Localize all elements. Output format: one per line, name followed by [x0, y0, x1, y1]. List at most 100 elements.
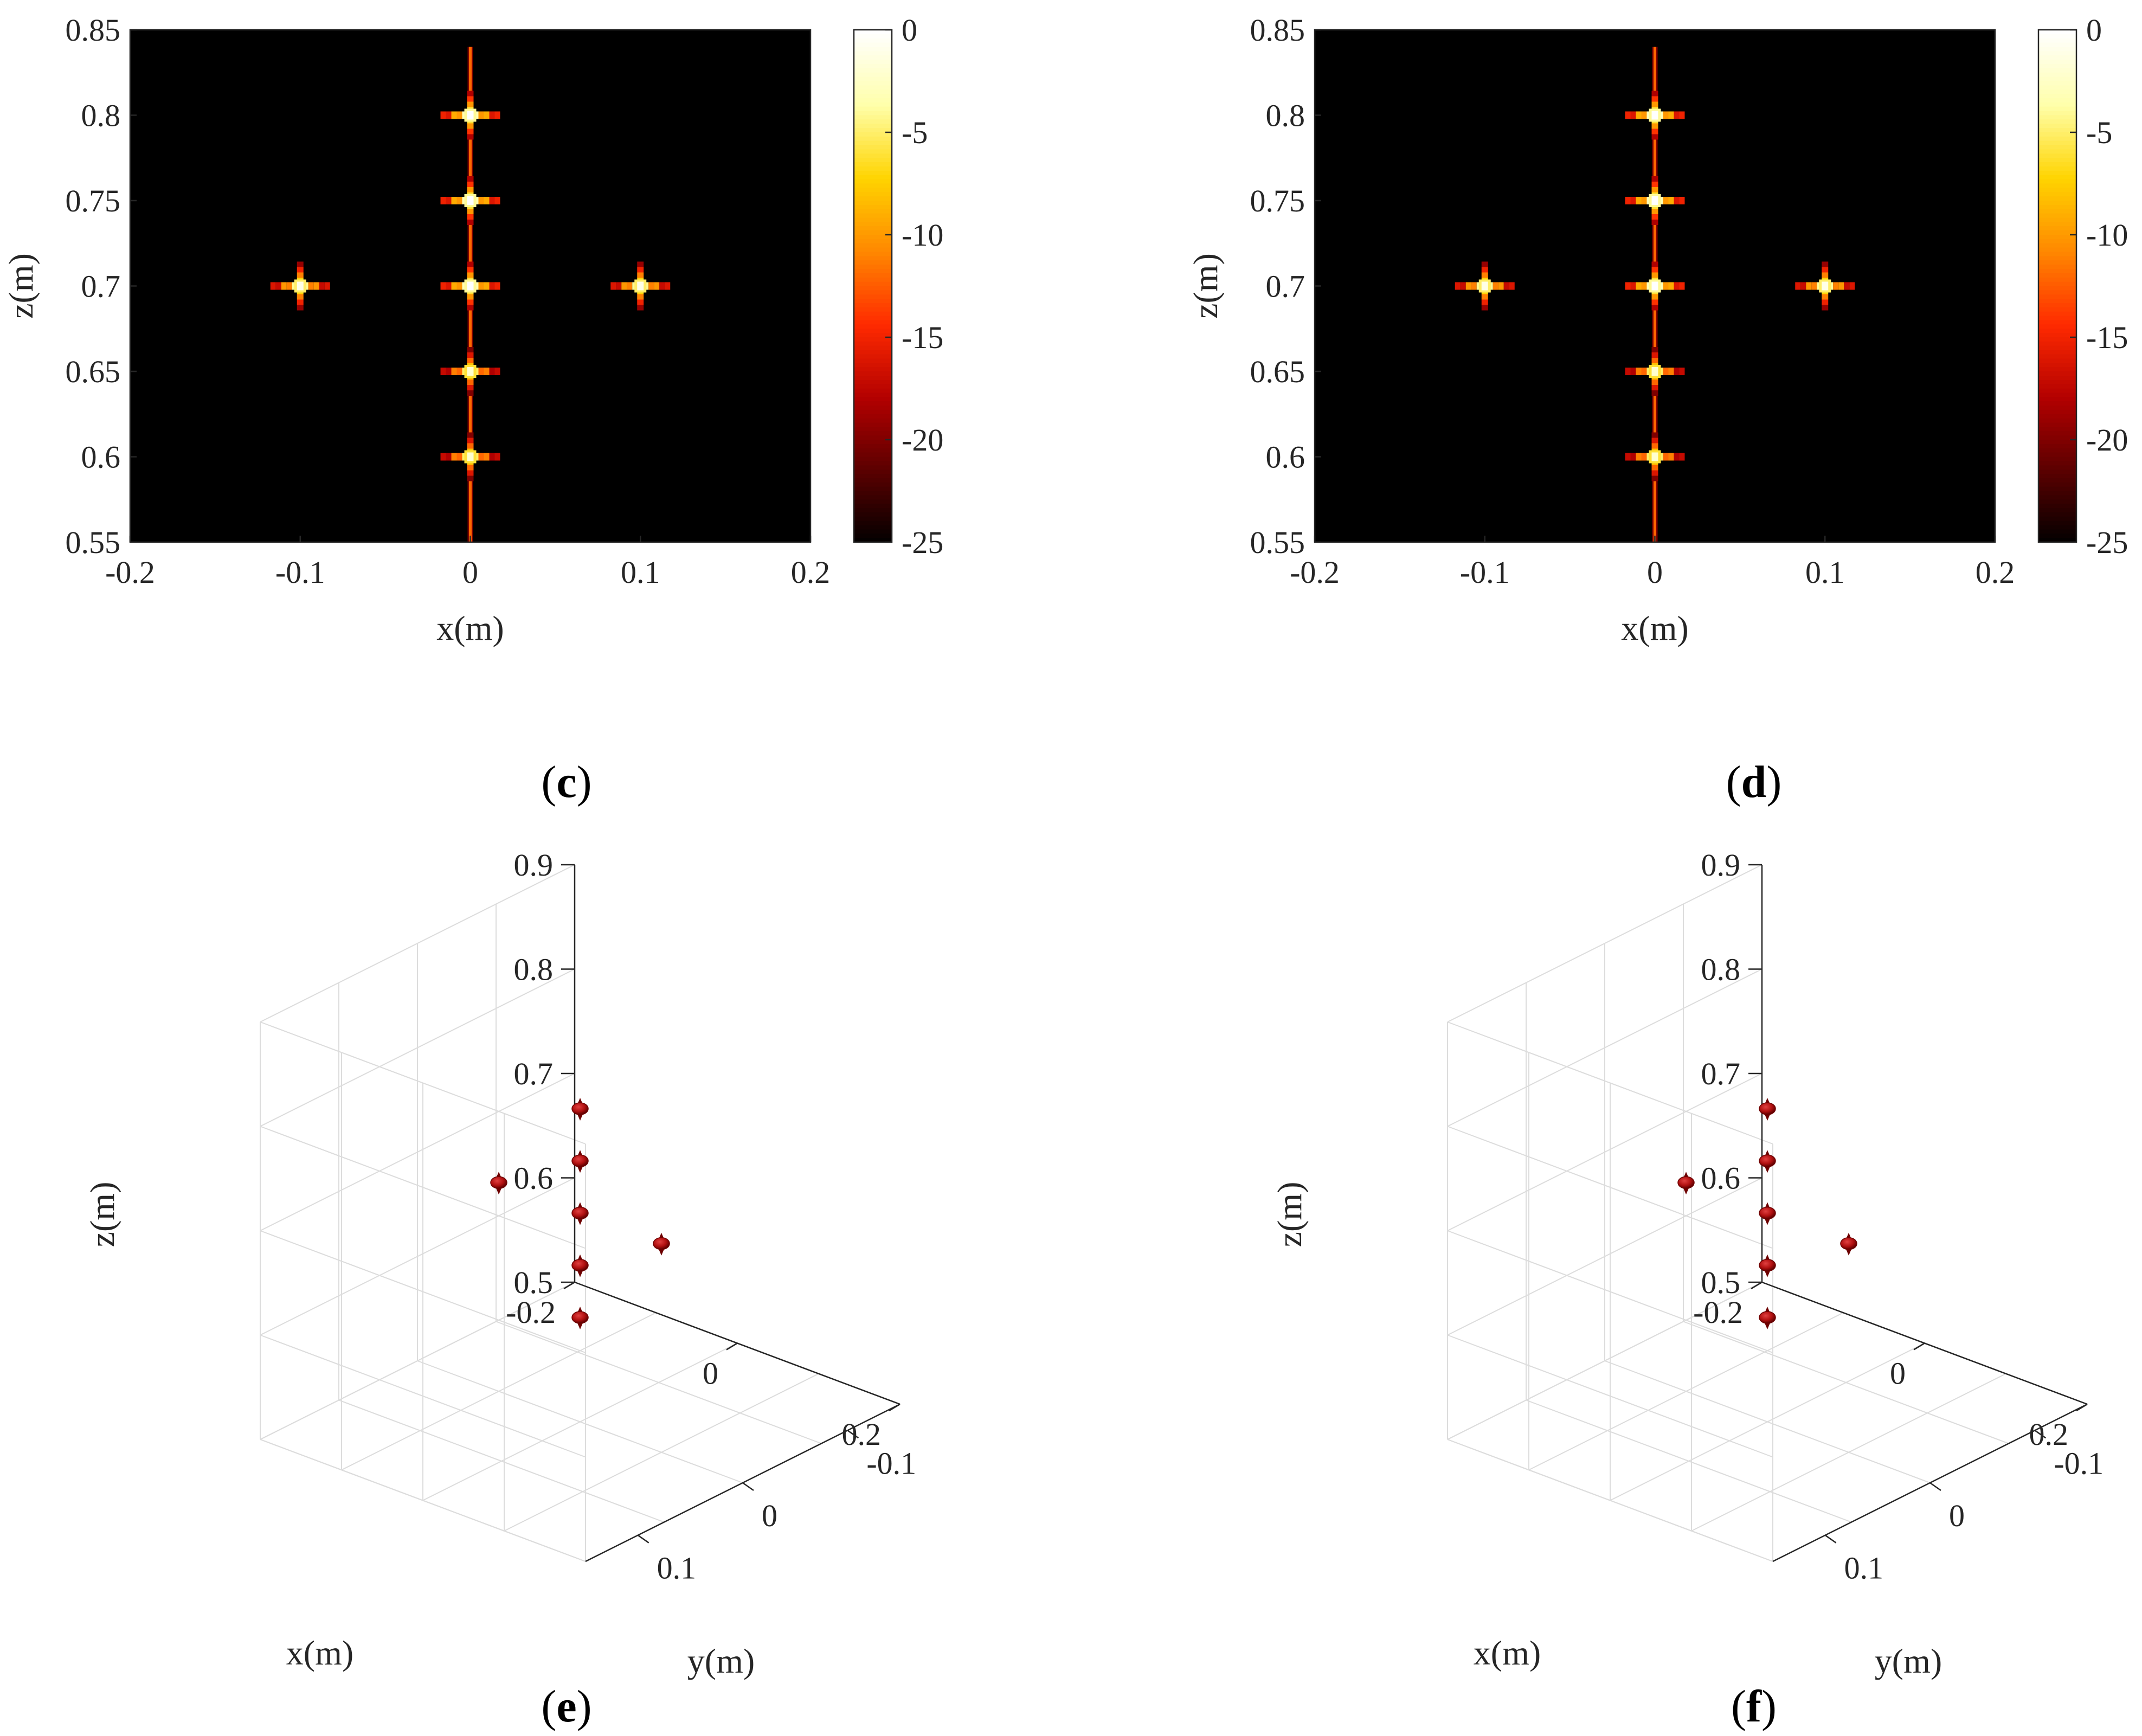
colorbar-strip	[2038, 30, 2076, 35]
colorbar-strip	[854, 132, 892, 137]
heatmap-panel-c: -0.2 -0.1 0 0.1 0.2 0.55 0.6 0.65 0.7 0.75 0.8 0.85…	[2, 12, 943, 647]
peak-sidelobe-h	[1674, 282, 1680, 290]
colorbar-strip	[854, 461, 892, 466]
colorbar-strip	[854, 440, 892, 445]
peak-sidelobe-v	[1651, 261, 1658, 267]
colorbar-strip	[854, 324, 892, 330]
y-tick	[742, 1482, 754, 1491]
colorbar-strip	[2038, 414, 2076, 419]
colorbar-strip	[2038, 350, 2076, 355]
z-tick-label: 0.7	[1701, 1056, 1741, 1091]
data-marker	[653, 1232, 670, 1256]
y-tick-label: 0.65	[66, 354, 121, 389]
peak-sidelobe-h	[1625, 453, 1631, 461]
colorbar-strip	[2038, 115, 2076, 120]
peak-sidelobe-v	[467, 432, 474, 438]
y-tick-label: 0.85	[1250, 12, 1305, 48]
peak-sidelobe-v	[1481, 299, 1488, 305]
peak-sidelobe-h	[440, 111, 446, 119]
colorbar-strip	[2038, 111, 2076, 116]
peak-sidelobe-h	[489, 368, 495, 375]
peak-sidelobe-h	[1636, 453, 1642, 461]
colorbar-strip	[2038, 269, 2076, 274]
colorbar-strip	[854, 38, 892, 43]
x-tick-label: -0.1	[275, 555, 325, 590]
peak-sidelobe-h	[1679, 368, 1685, 375]
y-tick	[2034, 1430, 2047, 1439]
colorbar-strip	[854, 371, 892, 376]
colorbar-strip	[854, 294, 892, 300]
panel-label-letter: e	[556, 1681, 576, 1732]
panel-label-letter: f	[1746, 1681, 1762, 1732]
colorbar-strip	[854, 115, 892, 120]
peak-sidelobe-v	[1651, 128, 1658, 134]
colorbar-strip	[854, 256, 892, 261]
colorbar-strip	[854, 329, 892, 334]
peak-sidelobe-h	[494, 282, 500, 290]
peak-sidelobe-h	[1630, 197, 1636, 204]
peak-sidelobe-h	[1679, 197, 1685, 204]
grid-line	[260, 1021, 586, 1145]
colorbar-strip	[2038, 427, 2076, 432]
peak-sidelobe-h	[478, 111, 484, 119]
heatmap-peak	[440, 91, 500, 140]
marker-body	[1759, 1259, 1776, 1272]
peak-sidelobe-v	[1651, 182, 1658, 187]
peak-sidelobe-h	[1838, 282, 1844, 290]
colorbar-strip	[854, 34, 892, 39]
peak-sidelobe-h	[1668, 453, 1674, 461]
colorbar-strip	[854, 406, 892, 410]
peak-sidelobe-v	[467, 347, 474, 352]
data-marker	[1759, 1202, 1776, 1225]
peak-sidelobe-h	[478, 282, 484, 290]
colorbar-strip	[854, 388, 892, 394]
colorbar-strip	[2038, 256, 2076, 261]
peak-sidelobe-v	[467, 261, 474, 267]
colorbar-strip	[2038, 252, 2076, 257]
peak-sidelobe-v	[637, 261, 644, 267]
grid-line	[260, 1126, 586, 1249]
peak-sidelobe-h	[1663, 453, 1669, 461]
colorbar-strip	[2038, 491, 2076, 496]
x-tick-label: 0.2	[1976, 555, 2015, 590]
y-tick-label: 0.8	[1266, 98, 1305, 133]
peak-sidelobe-v	[637, 272, 644, 278]
colorbar-tick-label: -20	[902, 422, 943, 458]
peak-sidelobe-h	[1833, 282, 1839, 290]
peak-core	[1651, 111, 1658, 120]
colorbar-strip	[2038, 94, 2076, 99]
peak-sidelobe-h	[1455, 282, 1461, 290]
peak-sidelobe-v	[1651, 465, 1658, 471]
peak-sidelobe-h	[659, 282, 665, 290]
colorbar-strip	[854, 124, 892, 129]
y-tick-label: 0.7	[1266, 269, 1305, 304]
peak-sidelobe-h	[654, 282, 660, 290]
y-tick	[1824, 1534, 1837, 1544]
peak-sidelobe-h	[1641, 282, 1647, 290]
peak-sidelobe-v	[467, 438, 474, 443]
colorbar-strip	[2038, 89, 2076, 95]
colorbar-strip	[2038, 525, 2076, 530]
colorbar-tick-label: -5	[902, 115, 928, 150]
peak-sidelobe-h	[1641, 197, 1647, 204]
peak-sidelobe-h	[446, 111, 452, 119]
peak-sidelobe-v	[297, 267, 304, 273]
peak-core	[1822, 281, 1829, 291]
data-marker	[571, 1254, 589, 1277]
peak-sidelobe-h	[1668, 111, 1674, 119]
colorbar-strip	[2038, 273, 2076, 278]
z-tick-label: 0.6	[1701, 1161, 1741, 1196]
peak-sidelobe-v	[1651, 176, 1658, 182]
peak-sidelobe-v	[467, 299, 474, 305]
colorbar-strip	[854, 299, 892, 304]
x-tick	[2076, 1403, 2088, 1412]
peak-sidelobe-h	[1460, 282, 1466, 290]
colorbar-strip	[2038, 508, 2076, 513]
colorbar-strip	[2038, 162, 2076, 167]
panel-label-f: (f)	[1731, 1681, 1777, 1732]
peak-sidelobe-v	[467, 305, 474, 311]
heatmap-peak	[440, 261, 500, 311]
y-tick-label: 0.8	[81, 98, 121, 133]
grid-line	[260, 864, 575, 1023]
colorbar-tick-label: -10	[902, 217, 943, 253]
